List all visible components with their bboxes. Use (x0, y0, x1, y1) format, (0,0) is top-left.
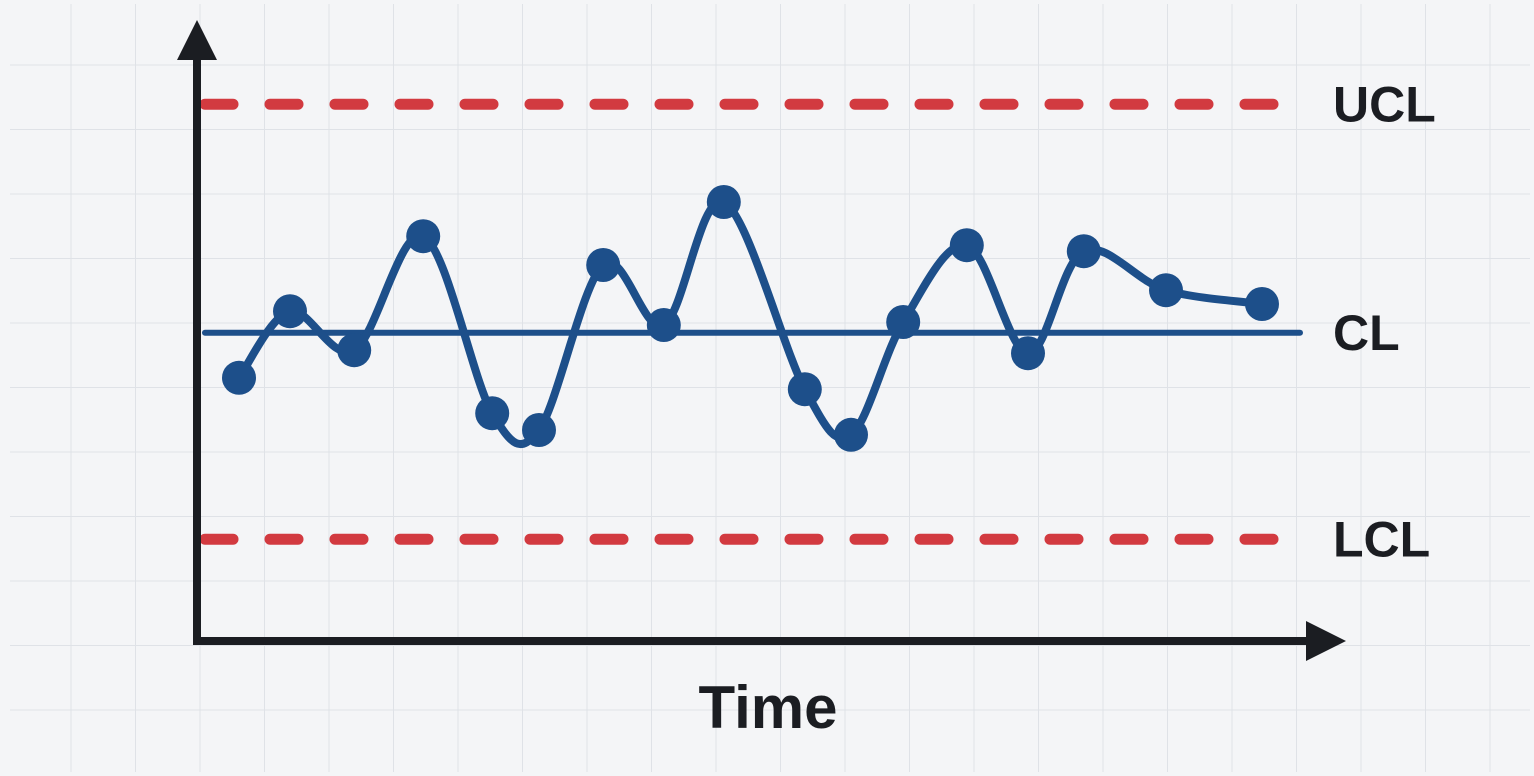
data-point (337, 333, 372, 368)
data-point (406, 219, 441, 254)
x-axis-label: Time (699, 674, 838, 741)
data-point (706, 185, 741, 219)
control-line-label: CL (1333, 305, 1400, 361)
data-point (222, 360, 256, 395)
control-line-label: UCL (1333, 76, 1436, 132)
x-axis-arrow (1306, 621, 1346, 661)
control-line-label: LCL (1333, 511, 1430, 567)
data-point (586, 248, 621, 282)
data-point (886, 305, 921, 339)
data-point (1011, 336, 1045, 371)
data-point (646, 308, 681, 342)
data-point (1066, 234, 1101, 269)
data-point (522, 413, 556, 447)
data-point (475, 396, 510, 431)
data-point (787, 372, 822, 407)
data-point (949, 228, 984, 263)
data-point (273, 294, 307, 329)
data-point (1149, 273, 1183, 308)
y-axis-arrow (177, 20, 217, 60)
plot: UCL CL LCL (199, 76, 1436, 567)
data-point (1245, 287, 1279, 321)
data-point (834, 417, 868, 452)
